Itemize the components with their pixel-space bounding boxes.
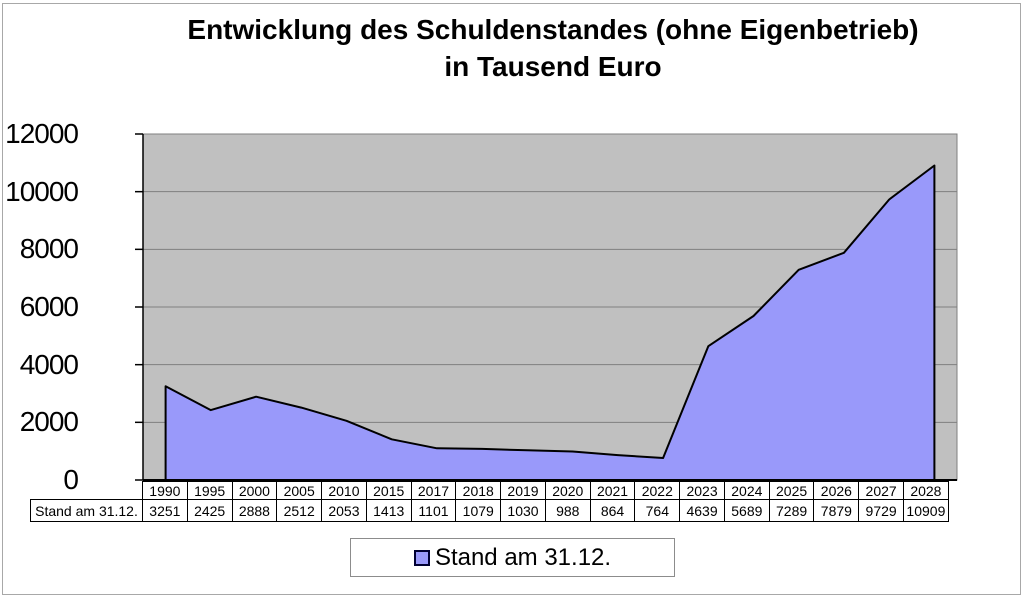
data-table-row-label: Stand am 31.12. (30, 499, 143, 522)
year-cell: 2019 (500, 481, 546, 500)
year-cell: 2000 (231, 481, 278, 500)
y-axis-label: 10000 (5, 175, 79, 207)
y-axis-label: 6000 (19, 291, 79, 322)
chart-title-line1: Entwicklung des Schuldenstandes (ohne Ei… (187, 14, 919, 45)
year-cell: 2027 (858, 481, 905, 500)
value-cell: 7289 (768, 499, 815, 522)
y-axis-label: 2000 (19, 406, 79, 438)
value-cell: 988 (544, 499, 591, 522)
chart-title-line2: in Tausend Euro (444, 51, 662, 82)
year-cell: 2022 (634, 481, 681, 500)
year-cell: 2010 (321, 481, 367, 500)
value-cell: 2053 (321, 499, 367, 522)
value-cell: 764 (634, 499, 681, 522)
value-cell: 5689 (723, 499, 770, 522)
value-cell: 4639 (679, 499, 725, 522)
value-cell: 864 (589, 499, 636, 522)
year-cell: 2025 (768, 481, 815, 500)
value-cell: 10909 (903, 499, 949, 522)
chart-title: Entwicklung des Schuldenstandes (ohne Ei… (138, 11, 968, 85)
value-cell: 1079 (455, 499, 502, 522)
y-axis-label: 8000 (19, 233, 79, 265)
year-cell: 2024 (723, 481, 770, 500)
y-axis-label: 12000 (5, 118, 79, 149)
year-cell: 2028 (903, 481, 949, 500)
data-table-values-row: Stand am 31.12. 3251 2425 2888 2512 2053 1413… (30, 499, 949, 522)
year-cell: 2026 (813, 481, 860, 500)
year-cell: 2023 (679, 481, 725, 500)
data-table-years-row: 1990 1995 2000 2005 2010 2015 2017 2018 2019 2020… (142, 481, 949, 500)
y-axis-label: 4000 (19, 348, 79, 380)
value-cell: 1101 (410, 499, 457, 522)
year-cell: 2005 (276, 481, 323, 500)
year-cell: 2017 (410, 481, 457, 500)
value-cell: 2425 (186, 499, 233, 522)
legend-marker-icon (413, 549, 430, 566)
value-cell: 1413 (365, 499, 412, 522)
year-cell: 2018 (455, 481, 502, 500)
value-cell: 1030 (500, 499, 546, 522)
value-cell: 3251 (142, 499, 188, 522)
year-cell: 1995 (186, 481, 233, 500)
year-cell: 2021 (589, 481, 636, 500)
year-cell: 2020 (544, 481, 591, 500)
year-cell: 1990 (142, 481, 188, 500)
value-cell: 9729 (858, 499, 905, 522)
year-cell: 2015 (365, 481, 412, 500)
legend-label: Stand am 31.12. (434, 543, 612, 571)
value-cell: 7879 (813, 499, 860, 522)
value-cell: 2512 (276, 499, 323, 522)
area-series (164, 164, 936, 481)
y-axis-label: 0 (63, 464, 79, 495)
value-cell: 2888 (231, 499, 278, 522)
legend: Stand am 31.12. (350, 538, 675, 577)
